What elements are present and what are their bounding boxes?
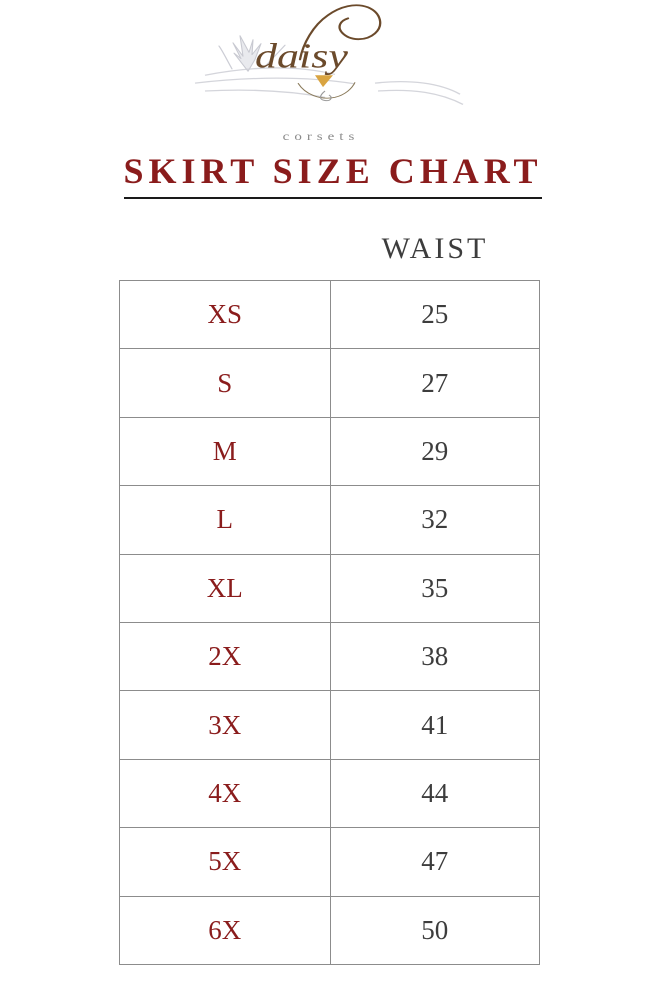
svg-text:corsets: corsets — [283, 129, 360, 142]
